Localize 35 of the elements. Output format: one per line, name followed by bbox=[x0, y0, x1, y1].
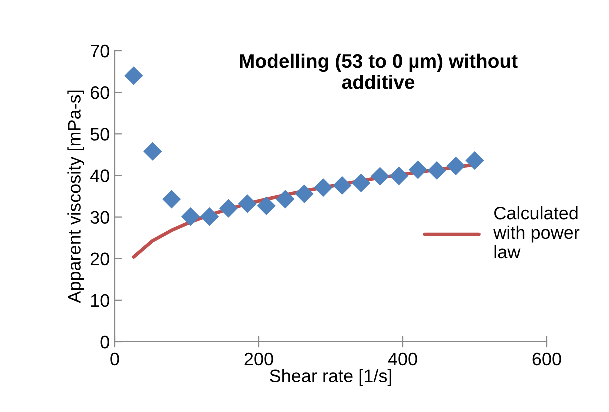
point bbox=[276, 190, 295, 209]
y-tick-label: 70 bbox=[90, 44, 110, 58]
point bbox=[408, 160, 428, 180]
point bbox=[446, 156, 466, 176]
x-axis-title: Shear rate [1/s] bbox=[270, 369, 392, 386]
point bbox=[200, 208, 220, 226]
point bbox=[219, 199, 238, 218]
point bbox=[352, 174, 371, 193]
text: Modelling (53 to 0 µm) without additive bbox=[240, 54, 518, 90]
point bbox=[238, 194, 257, 214]
point bbox=[370, 167, 390, 186]
y-axis-title: Apparent viscosity [mPa-s] bbox=[68, 90, 84, 304]
point bbox=[333, 176, 352, 196]
y-tick-label: 10 bbox=[91, 294, 110, 308]
point bbox=[314, 178, 333, 198]
x-tick-label: 200 bbox=[244, 352, 274, 366]
point bbox=[428, 161, 446, 180]
point bbox=[182, 208, 200, 226]
point bbox=[295, 184, 314, 204]
x-tick-label: 400 bbox=[388, 352, 418, 366]
point bbox=[466, 151, 484, 170]
point bbox=[390, 166, 408, 186]
y-tick-label: 20 bbox=[90, 252, 110, 266]
point bbox=[257, 196, 276, 216]
point bbox=[144, 142, 162, 161]
y-tick-label: 0 bbox=[100, 336, 110, 349]
legend-label: Calculated with power law bbox=[494, 206, 580, 259]
x-tick-label: 600 bbox=[532, 352, 562, 366]
x-tick-label: 0 bbox=[110, 352, 120, 366]
y-tick-label: 30 bbox=[90, 211, 110, 224]
y-tick-label: 50 bbox=[90, 128, 110, 141]
y-tick-label: 40 bbox=[90, 170, 110, 182]
point bbox=[162, 190, 182, 209]
y-tick-label: 60 bbox=[90, 86, 110, 100]
point bbox=[124, 66, 144, 86]
